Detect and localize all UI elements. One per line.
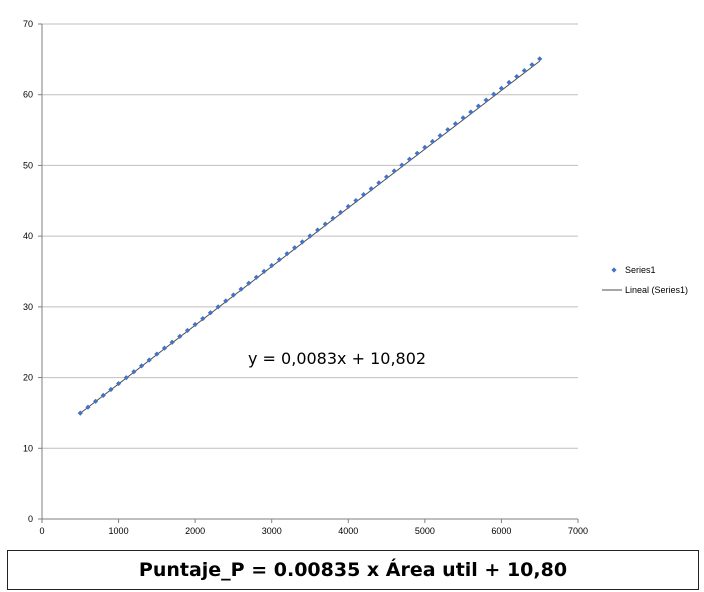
data-point — [292, 245, 298, 251]
data-point — [100, 392, 106, 398]
chart-area: 0 10 20 30 40 50 60 70 0 1000 2000 3000 4000 5000 6000… — [23, 19, 688, 536]
scatter-chart: 0 10 20 30 40 50 60 70 0 1000 2000 3000 4000 5000 6000… — [23, 19, 688, 536]
x-tick-label: 4000 — [338, 526, 358, 536]
data-point — [85, 404, 91, 410]
data-point — [322, 221, 328, 227]
y-tick-label: 20 — [23, 373, 33, 383]
data-point — [537, 56, 543, 62]
data-point — [529, 62, 535, 68]
x-tick-label: 5000 — [415, 526, 435, 536]
data-point — [93, 398, 99, 404]
data-point — [399, 162, 405, 168]
y-tick-label: 60 — [23, 90, 33, 100]
x-tick-label: 6000 — [491, 526, 511, 536]
data-point — [169, 339, 175, 345]
data-point — [514, 73, 520, 80]
y-tick-label: 10 — [23, 443, 33, 453]
data-point — [383, 174, 390, 180]
data-point — [506, 79, 512, 86]
x-tick-label: 1000 — [109, 526, 129, 536]
legend-label-series1: Series1 — [625, 265, 656, 275]
data-point — [154, 351, 160, 357]
data-point — [437, 132, 443, 139]
legend-label-trendline: Lineal (Series1) — [625, 285, 688, 295]
data-point — [338, 209, 344, 215]
data-point — [406, 156, 413, 162]
y-tick-label: 0 — [28, 514, 33, 524]
data-point — [200, 316, 206, 322]
data-point — [445, 127, 451, 133]
data-point — [429, 138, 436, 145]
y-tick-label: 50 — [23, 160, 33, 170]
data-point — [215, 304, 221, 310]
data-point — [161, 345, 168, 351]
data-point — [253, 274, 259, 280]
data-point — [146, 357, 152, 363]
data-point — [246, 280, 252, 286]
data-point — [491, 91, 497, 97]
data-point — [238, 286, 244, 292]
y-tick-label: 70 — [23, 19, 33, 29]
data-point — [468, 109, 474, 115]
data-point — [368, 186, 374, 192]
y-tick-label: 30 — [23, 302, 33, 312]
x-tick-label: 3000 — [262, 526, 282, 536]
data-point — [223, 298, 229, 304]
data-point — [521, 68, 527, 74]
data-point — [108, 386, 114, 393]
data-point — [460, 115, 466, 121]
data-point — [131, 369, 137, 375]
data-point — [345, 203, 351, 210]
data-point — [269, 262, 275, 269]
data-point — [138, 363, 145, 369]
data-point — [376, 180, 382, 186]
data-point — [483, 97, 489, 103]
data-point — [299, 239, 305, 245]
x-tick-label: 2000 — [185, 526, 205, 536]
legend-marker-series1 — [611, 267, 617, 273]
data-point — [276, 256, 282, 263]
data-point — [184, 327, 191, 334]
data-point — [192, 321, 198, 328]
x-tick-label: 0 — [39, 526, 44, 536]
data-point — [261, 268, 267, 274]
y-tick-label: 40 — [23, 231, 33, 241]
data-point — [207, 310, 214, 316]
data-point — [123, 375, 129, 381]
data-point — [330, 215, 336, 221]
data-point — [284, 251, 290, 257]
x-tick-label: 7000 — [568, 526, 588, 536]
trendline-equation: y = 0,0083x + 10,802 — [248, 349, 426, 368]
data-point — [115, 380, 122, 387]
data-point — [230, 292, 237, 298]
data-point — [177, 333, 183, 339]
data-point — [361, 192, 367, 198]
data-point — [315, 227, 321, 233]
data-point — [452, 121, 459, 127]
data-point — [414, 150, 420, 156]
formula-box: Puntaje_P = 0.00835 x Área util + 10,80 — [7, 550, 699, 590]
data-point — [498, 85, 505, 91]
formula-text: Puntaje_P = 0.00835 x Área util + 10,80 — [138, 559, 568, 581]
data-point — [422, 144, 428, 150]
data-point — [391, 168, 397, 174]
data-point — [475, 103, 482, 109]
data-point — [77, 410, 83, 416]
data-point — [353, 197, 359, 204]
data-point — [307, 233, 313, 239]
